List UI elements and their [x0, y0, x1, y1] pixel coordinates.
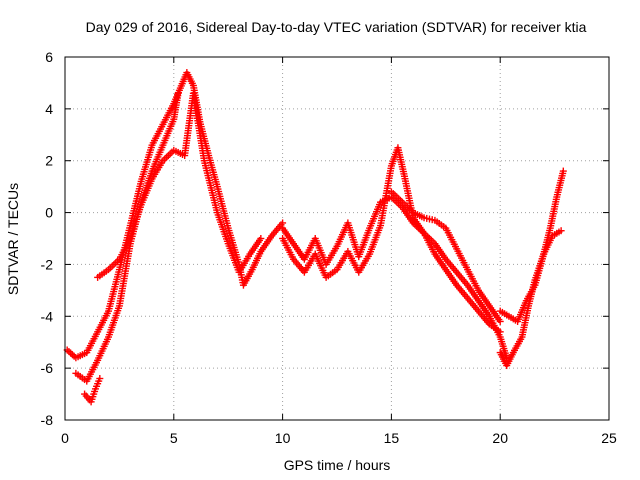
data-point: [174, 89, 182, 97]
data-point: [496, 317, 504, 325]
y-tick-label: -4: [41, 308, 54, 324]
x-tick-label: 15: [384, 430, 400, 446]
series-arc-6: [279, 144, 504, 336]
plot-frame: [64, 56, 610, 421]
data-point: [496, 328, 504, 336]
tick-marks: [64, 56, 610, 421]
y-tick-label: 4: [45, 101, 53, 117]
series-arc-8: [496, 167, 567, 370]
chart-title: Day 029 of 2016, Sidereal Day-to-day VTE…: [86, 19, 587, 35]
y-tick-label: -2: [41, 256, 54, 272]
data-point: [557, 227, 565, 235]
y-tick-labels: -8 -6 -4 -2 0 2 4 6: [41, 49, 54, 428]
data-point: [257, 235, 265, 242]
series-arc-3: [81, 375, 104, 406]
y-tick-label: 0: [45, 205, 53, 221]
x-axis-label: GPS time / hours: [284, 457, 391, 473]
series-arc-5: [279, 193, 511, 362]
x-tick-label: 5: [170, 430, 178, 446]
x-tick-label: 20: [492, 430, 508, 446]
data-points: [63, 69, 567, 406]
data-point: [559, 167, 567, 175]
grid: [65, 57, 609, 420]
series-arc-4: [94, 89, 265, 281]
x-tick-label: 10: [275, 430, 291, 446]
y-tick-label: -8: [41, 412, 54, 428]
y-tick-label: 6: [45, 49, 53, 65]
y-tick-label: -6: [41, 360, 54, 376]
x-tick-label: 25: [601, 430, 617, 446]
series-arc-7: [387, 188, 504, 325]
y-axis-label: SDTVAR / TECUs: [5, 183, 21, 295]
y-tick-label: 2: [45, 153, 53, 169]
x-tick-labels: 0 5 10 15 20 25: [61, 430, 617, 446]
x-tick-label: 0: [61, 430, 69, 446]
data-point: [96, 375, 104, 383]
series-arc-9: [496, 227, 565, 325]
